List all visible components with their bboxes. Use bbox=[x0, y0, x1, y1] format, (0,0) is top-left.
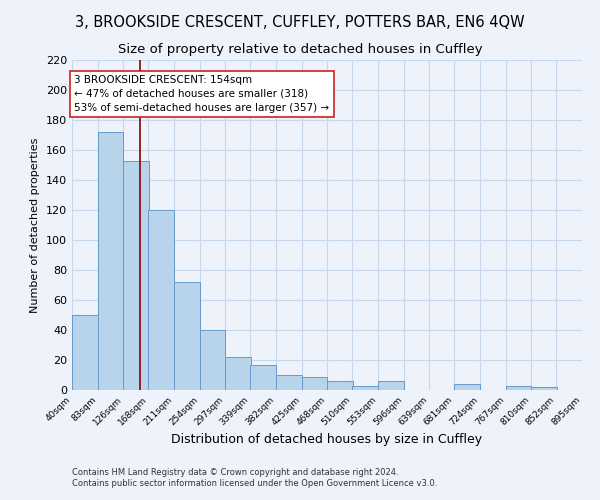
X-axis label: Distribution of detached houses by size in Cuffley: Distribution of detached houses by size … bbox=[172, 432, 482, 446]
Bar bbox=[123, 160, 149, 390]
Bar bbox=[200, 330, 225, 390]
Bar bbox=[225, 357, 251, 390]
Bar bbox=[72, 315, 98, 390]
Bar bbox=[174, 282, 200, 390]
Bar bbox=[378, 381, 404, 390]
Text: 3 BROOKSIDE CRESCENT: 154sqm
← 47% of detached houses are smaller (318)
53% of s: 3 BROOKSIDE CRESCENT: 154sqm ← 47% of de… bbox=[74, 75, 329, 113]
Bar bbox=[352, 386, 378, 390]
Bar bbox=[276, 375, 302, 390]
Y-axis label: Number of detached properties: Number of detached properties bbox=[31, 138, 40, 312]
Bar bbox=[506, 386, 531, 390]
Text: 3, BROOKSIDE CRESCENT, CUFFLEY, POTTERS BAR, EN6 4QW: 3, BROOKSIDE CRESCENT, CUFFLEY, POTTERS … bbox=[75, 15, 525, 30]
Text: Size of property relative to detached houses in Cuffley: Size of property relative to detached ho… bbox=[118, 42, 482, 56]
Bar bbox=[148, 210, 174, 390]
Bar bbox=[98, 132, 123, 390]
Text: Contains HM Land Registry data © Crown copyright and database right 2024.
Contai: Contains HM Land Registry data © Crown c… bbox=[72, 468, 437, 487]
Bar bbox=[327, 381, 353, 390]
Bar bbox=[302, 376, 327, 390]
Bar bbox=[454, 384, 480, 390]
Bar bbox=[250, 364, 276, 390]
Bar bbox=[531, 387, 557, 390]
